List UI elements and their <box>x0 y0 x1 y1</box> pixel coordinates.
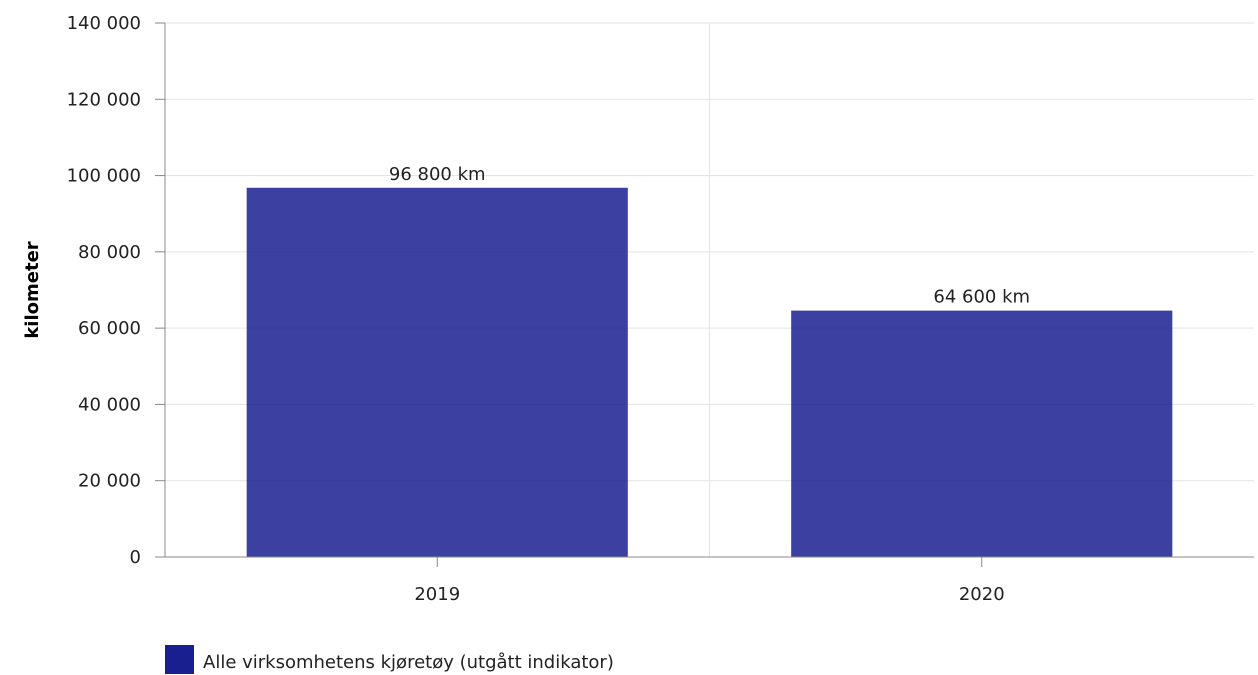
legend-swatch <box>165 645 194 674</box>
y-tick-label: 80 000 <box>78 242 141 263</box>
y-tick-label: 120 000 <box>67 89 141 110</box>
axes: 0 20 000 40 000 60 000 80 000 100 000 120 000 1… <box>67 13 1254 605</box>
bar-value-label: 64 600 km <box>933 287 1030 308</box>
bars <box>246 187 1173 557</box>
x-tick-label: 2020 <box>959 584 1005 605</box>
bar-value-label: 96 800 km <box>389 164 486 185</box>
data-labels: 96 800 km 64 600 km <box>389 164 1030 308</box>
legend[interactable]: Alle virksomhetens kjøretøy (utgått indi… <box>165 645 614 674</box>
bar <box>246 187 628 557</box>
x-tick-label: 2019 <box>414 584 460 605</box>
y-axis-label: kilometer <box>22 241 43 338</box>
y-tick-label: 100 000 <box>67 166 141 187</box>
legend-label: Alle virksomhetens kjøretøy (utgått indi… <box>203 652 614 673</box>
y-tick-label: 20 000 <box>78 471 141 492</box>
y-tick-label: 40 000 <box>78 394 141 415</box>
y-tick-label: 140 000 <box>67 13 141 34</box>
y-tick-label: 60 000 <box>78 318 141 339</box>
y-tick-label: 0 <box>130 547 141 568</box>
bar <box>791 310 1173 557</box>
